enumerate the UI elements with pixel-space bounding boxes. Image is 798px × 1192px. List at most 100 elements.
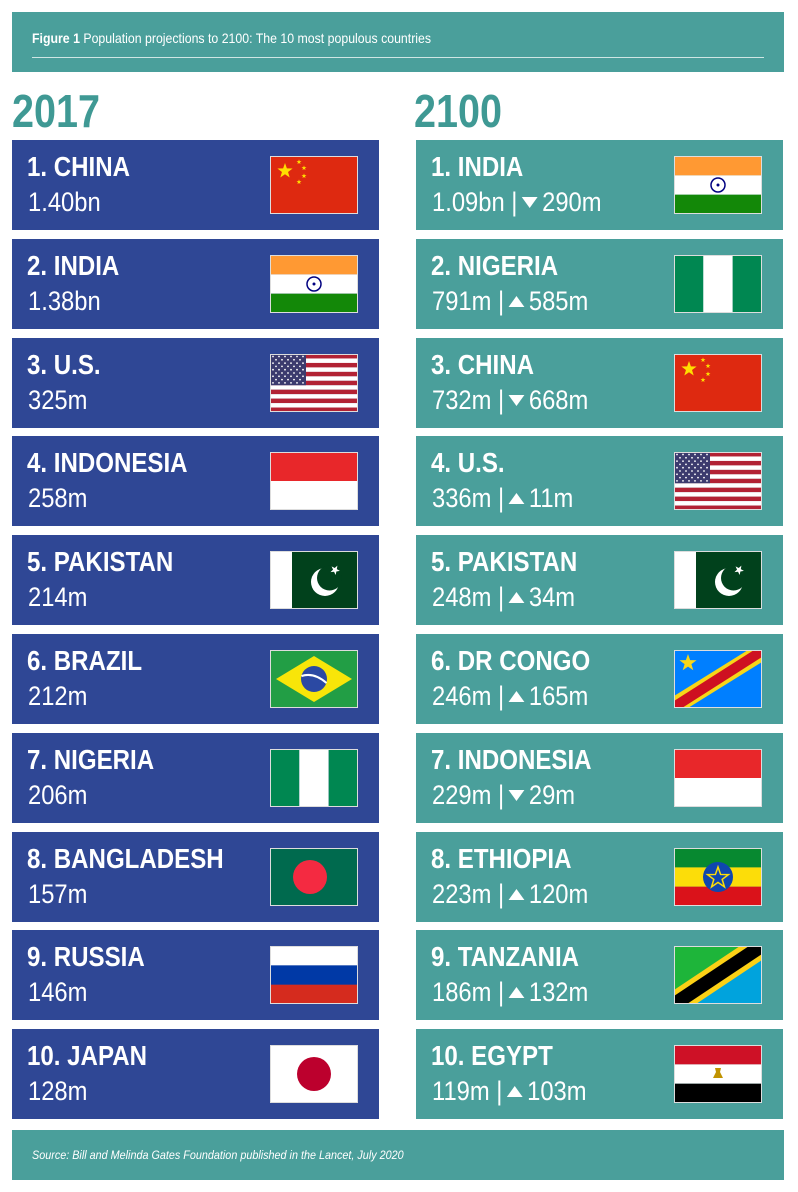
country-name: 2. NIGERIA — [431, 249, 559, 281]
separator: | — [498, 483, 505, 514]
flag-shape — [697, 463, 699, 466]
source: Source: Bill and Melinda Gates Foundatio… — [32, 1148, 404, 1162]
flag-shape — [270, 452, 358, 482]
country-name: 8. BANGLADESH — [27, 842, 224, 874]
flag — [674, 254, 762, 313]
flag-shape — [682, 480, 684, 483]
flag-shape — [277, 163, 293, 178]
arrow-shape — [508, 789, 525, 801]
flag-shape — [674, 156, 762, 214]
country-panel: 1. INDIA 1.09bn | 290m — [416, 140, 783, 230]
flag-shape — [734, 565, 744, 576]
flag-shape — [270, 384, 358, 390]
flag-shape — [296, 361, 298, 364]
population-value: 248m — [432, 582, 492, 613]
flag-shape — [281, 378, 283, 381]
population-value: 186m — [432, 977, 492, 1008]
population-value: 1.40bn — [28, 187, 101, 217]
flag-shape — [290, 381, 292, 384]
country-name: 7. NIGERIA — [27, 743, 155, 775]
population-change: 34m — [528, 582, 576, 613]
flag-shape — [270, 847, 358, 906]
flag — [270, 847, 358, 906]
population-change: 132m — [528, 977, 589, 1008]
flag-shape — [697, 457, 699, 460]
country-panel: 4. U.S. 336m | 11m — [416, 436, 783, 527]
population-value: 223m — [432, 878, 492, 909]
flag-shape — [685, 477, 687, 479]
country-name: 9. TANZANIA — [431, 941, 580, 973]
flag — [674, 946, 762, 1005]
flag-shape — [674, 474, 762, 480]
change-arrow — [508, 493, 525, 505]
flag-shape — [301, 673, 328, 684]
flag-shape — [700, 473, 702, 476]
flag-shape — [674, 254, 704, 313]
separator: | — [498, 384, 505, 415]
change-arrow — [508, 295, 525, 307]
flag-shape — [700, 467, 702, 469]
population-change: 120m — [528, 878, 589, 909]
flag-shape — [270, 366, 358, 372]
country-panel: 1. CHINA 1.40bn — [12, 140, 379, 230]
population-change: 11m — [528, 483, 574, 514]
population-value: 1.38bn — [28, 285, 101, 316]
arrow-shape — [508, 888, 525, 900]
flag-shape — [299, 365, 301, 367]
separator: | — [498, 878, 505, 909]
flag-shape — [297, 1057, 331, 1092]
flag-shape — [674, 353, 762, 412]
flag-shape — [270, 380, 358, 385]
flag-shape — [278, 361, 280, 364]
country-name: 5. PAKISTAN — [431, 546, 578, 578]
separator: | — [498, 779, 505, 810]
flag-shape — [281, 371, 283, 374]
flag-shape — [284, 374, 286, 377]
flag-shape — [293, 365, 295, 367]
flag-shape — [270, 650, 358, 708]
flag-shape — [302, 361, 304, 364]
population-change: 585m — [528, 285, 589, 316]
population: 214m — [28, 582, 87, 613]
flag-shape — [299, 358, 301, 361]
flag-shape — [674, 470, 762, 475]
flag-shape — [682, 473, 684, 476]
flag-shape — [270, 985, 358, 1005]
flag-shape — [674, 501, 762, 507]
flag-shape — [290, 374, 292, 377]
flag-shape — [674, 254, 762, 313]
population-value: 229m — [432, 779, 492, 810]
flag — [270, 254, 358, 313]
population: 732m | 668m — [432, 385, 588, 416]
population: 258m — [28, 483, 87, 514]
flag-shape — [270, 353, 358, 359]
population: 336m | 11m — [432, 483, 573, 514]
population-value: 732m — [432, 384, 492, 415]
country-name: 3. CHINA — [431, 348, 535, 380]
flag-shape — [270, 353, 358, 412]
flag-shape — [302, 368, 304, 371]
country-panel: 7. INDONESIA 229m | 29m — [416, 732, 783, 823]
flag-shape — [284, 381, 286, 384]
flag-shape — [270, 748, 358, 807]
flag-shape — [694, 473, 696, 476]
flag-shape — [328, 748, 358, 807]
country-panel: 3. U.S. 325m — [12, 337, 379, 428]
flag-shape — [296, 374, 298, 377]
flag-shape — [676, 453, 678, 456]
flag-shape — [275, 365, 277, 367]
flag-shape — [296, 179, 302, 185]
population-change: 290m — [542, 187, 602, 217]
flag-shape — [710, 177, 726, 193]
flag-shape — [700, 460, 702, 463]
country-panel: 2. INDIA 1.38bn — [12, 238, 379, 329]
flag-shape — [674, 497, 762, 502]
country-panel: 6. BRAZIL 212m — [12, 634, 379, 724]
population: 223m | 120m — [432, 879, 588, 910]
flag-shape — [270, 965, 358, 986]
flag — [674, 156, 762, 214]
separator: | — [498, 582, 505, 613]
flag-shape — [688, 467, 690, 469]
population-value: 791m — [432, 285, 492, 316]
flag-shape — [317, 565, 342, 591]
